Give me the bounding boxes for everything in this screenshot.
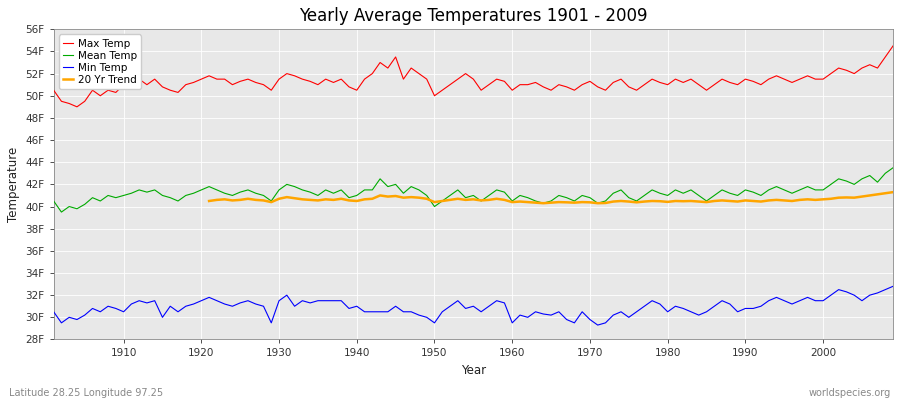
Mean Temp [118, 193, 129, 198]
Mean Temp [507, 198, 517, 203]
20 Yr Trend [274, 196, 284, 201]
Max Temp [336, 77, 346, 82]
20 Yr Trend [538, 201, 549, 206]
Mean Temp [289, 184, 300, 189]
20 Yr Trend [289, 196, 300, 201]
20 Yr Trend [818, 197, 829, 202]
X-axis label: Year: Year [461, 364, 486, 377]
Line: Max Temp: Max Temp [54, 46, 893, 107]
Min Temp [282, 293, 292, 298]
20 Yr Trend [203, 198, 214, 203]
Max Temp [118, 82, 129, 87]
Mean Temp [608, 191, 618, 196]
Min Temp [111, 306, 122, 311]
Min Temp [887, 284, 898, 289]
Max Temp [289, 74, 300, 78]
Line: 20 Yr Trend: 20 Yr Trend [209, 192, 893, 203]
Mean Temp [49, 198, 59, 203]
Max Temp [72, 104, 83, 109]
Mean Temp [887, 165, 898, 170]
Max Temp [515, 82, 526, 87]
Text: worldspecies.org: worldspecies.org [809, 388, 891, 398]
Line: Mean Temp: Mean Temp [54, 168, 893, 212]
Text: Latitude 28.25 Longitude 97.25: Latitude 28.25 Longitude 97.25 [9, 388, 163, 398]
20 Yr Trend [887, 190, 898, 194]
Y-axis label: Temperature: Temperature [7, 147, 20, 222]
20 Yr Trend [468, 197, 479, 202]
Mean Temp [515, 193, 526, 198]
Min Temp [608, 313, 618, 318]
20 Yr Trend [344, 198, 355, 203]
Min Temp [507, 320, 517, 325]
Legend: Max Temp, Mean Temp, Min Temp, 20 Yr Trend: Max Temp, Mean Temp, Min Temp, 20 Yr Tre… [58, 34, 141, 89]
20 Yr Trend [562, 200, 572, 205]
Min Temp [49, 309, 59, 314]
Min Temp [499, 300, 509, 305]
Max Temp [507, 88, 517, 93]
Max Temp [608, 80, 618, 85]
Min Temp [592, 323, 603, 328]
Title: Yearly Average Temperatures 1901 - 2009: Yearly Average Temperatures 1901 - 2009 [299, 7, 648, 25]
Max Temp [887, 44, 898, 48]
Min Temp [328, 298, 339, 303]
Mean Temp [336, 188, 346, 192]
Mean Temp [56, 210, 67, 214]
Line: Min Temp: Min Temp [54, 286, 893, 325]
Max Temp [49, 88, 59, 93]
